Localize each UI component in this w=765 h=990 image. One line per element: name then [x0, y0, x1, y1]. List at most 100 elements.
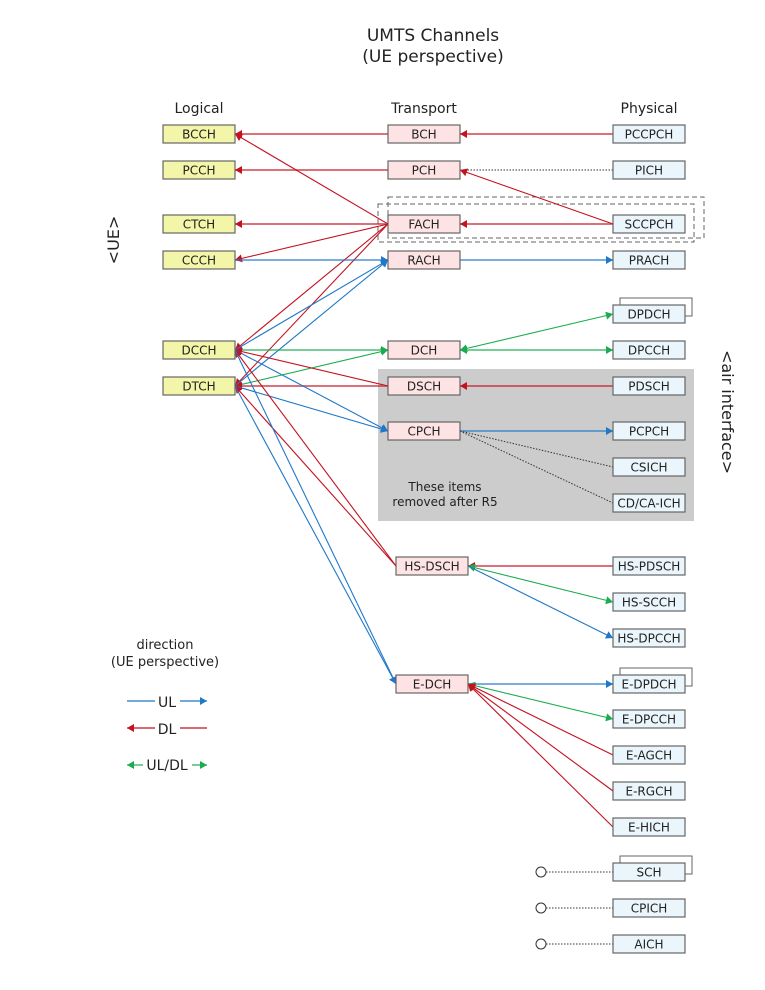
transport-channel-box-rach	[387, 250, 461, 270]
edge-fach-to-bcch	[234, 133, 389, 225]
logical-channel-label: DTCH	[182, 380, 215, 394]
arrowhead-icon	[235, 254, 243, 263]
legend-dl-arrow-icon	[127, 724, 134, 732]
physical-channel-label: DPDCH	[627, 308, 670, 322]
logical-channel-label: BCCH	[182, 128, 216, 142]
arrowhead-icon	[235, 350, 243, 359]
ue-side-label: <UE>	[104, 216, 123, 265]
arrowhead-icon	[605, 713, 613, 722]
open-endpoint-icon	[535, 938, 547, 950]
legend-uldl-arrow-icon	[200, 761, 207, 769]
arrowhead-icon	[468, 684, 476, 692]
arrowhead-icon	[606, 346, 613, 354]
logical-channel-label: DCCH	[181, 344, 216, 358]
edge-sccpch-to-pch	[459, 169, 614, 225]
physical-channel-label: CPICH	[631, 902, 668, 916]
physical-channel-box-dpdch	[612, 304, 686, 324]
physical-channel-label: PICH	[635, 164, 663, 178]
physical-channel-label: HS-DPCCH	[617, 632, 680, 646]
physical-channel-box-e-hich	[612, 817, 686, 837]
edge-hs-dsch-to-dcch	[234, 349, 397, 567]
physical-channel-box-prach	[612, 250, 686, 270]
physical-channel-label: SCCPCH	[624, 218, 673, 232]
arrowhead-icon	[605, 311, 613, 320]
edge-dtch-to-e-dch	[234, 385, 397, 685]
physical-channel-box-e-dpcch	[612, 709, 686, 729]
removed-note-line2: removed after R5	[392, 495, 497, 509]
physical-channel-label: HS-SCCH	[622, 596, 676, 610]
arrowhead-icon	[380, 260, 388, 268]
removed-note-line1: These items	[407, 480, 481, 494]
physical-channel-box-e-dpdch	[612, 674, 686, 694]
physical-channel-label: AICH	[634, 938, 663, 952]
physical-channel-label: PDSCH	[628, 380, 670, 394]
arrowhead-icon	[604, 631, 613, 639]
physical-channel-box-e-agch	[612, 745, 686, 765]
edge-cpch-to-cd-ca-ich	[459, 430, 614, 504]
edge-dcch-to-cpch	[234, 349, 389, 432]
physical-channel-box-hs-pdsch	[612, 556, 686, 576]
physical-channel-box-hs-scch	[612, 592, 686, 612]
logical-channel-box-pcch	[162, 160, 236, 180]
arrowhead-icon	[606, 427, 613, 435]
physical-channel-box-csich	[612, 457, 686, 477]
transport-channel-label: RACH	[407, 254, 440, 268]
transport-channel-label: E-DCH	[413, 678, 452, 692]
edge-dtch-to-cpch	[234, 385, 389, 432]
open-endpoint-icon	[535, 902, 547, 914]
legend-dl-label: DL	[158, 722, 177, 738]
physical-channel-box-pccpch	[612, 124, 686, 144]
physical-channel-label: E-DPCCH	[622, 713, 676, 727]
edge-dcch-to-e-dch	[234, 349, 397, 685]
transport-channel-box-e-dch	[395, 674, 469, 694]
header-physical: Physical	[621, 101, 678, 117]
physical-channel-box-hs-dpcch	[612, 628, 686, 648]
physical-channel-box-dpcch	[612, 340, 686, 360]
physical-channel-box-cd-ca-ich	[612, 493, 686, 513]
open-endpoint-icon	[535, 866, 547, 878]
transport-channel-box-cpch	[387, 421, 461, 441]
physical-channel-box-pcpch	[612, 421, 686, 441]
edge-e-agch-to-e-dch	[467, 683, 614, 756]
legend-ul-label: UL	[158, 695, 176, 711]
edge-cpch-to-csich	[459, 430, 614, 468]
edge-dcch-to-rach	[234, 259, 389, 351]
transport-channel-box-pch	[387, 160, 461, 180]
physical-channel-label: PRACH	[629, 254, 670, 268]
physical-channel-label: CD/CA-ICH	[617, 497, 680, 511]
arrowhead-icon	[235, 166, 242, 174]
logical-channel-box-ccch	[162, 250, 236, 270]
physical-channel-label: E-RGCH	[626, 785, 673, 799]
logical-channel-box-ctch	[162, 214, 236, 234]
transport-channel-label: PCH	[412, 164, 437, 178]
physical-channel-box-cpich	[612, 898, 686, 918]
legend-ul-arrow-icon	[200, 697, 207, 705]
legend-uldl-label: UL/DL	[146, 758, 188, 774]
arrowhead-icon	[380, 347, 388, 356]
physical-channel-label: E-DPDCH	[621, 678, 676, 692]
logical-channel-label: CTCH	[183, 218, 215, 232]
header-logical: Logical	[174, 101, 223, 117]
edge-dsch-to-dcch	[234, 349, 389, 387]
edge-e-hich-to-e-dch	[467, 683, 614, 828]
edge-dtch-to-rach	[234, 259, 389, 387]
node-layer: BCCH PCCH CTCH CCCH DCCH DTCH BCH PCH FACH RACH DC…	[162, 124, 693, 954]
physical-channel-label: SCH	[636, 866, 661, 880]
transport-channel-box-dsch	[387, 376, 461, 396]
arrowhead-icon	[235, 386, 243, 394]
logical-channel-box-bcch	[162, 124, 236, 144]
arrowhead-icon	[460, 168, 468, 177]
physical-channel-label: DPCCH	[628, 344, 670, 358]
transport-channel-label: CPCH	[407, 425, 440, 439]
edge-hs-dsch-to-dtch	[234, 385, 397, 567]
legend-title: direction	[137, 638, 194, 653]
arrowhead-icon	[460, 130, 467, 138]
physical-channel-label: E-HICH	[628, 821, 670, 835]
diagram-title: UMTS Channels	[367, 26, 499, 46]
legend: direction (UE perspective) UL DL UL/DL	[111, 638, 219, 774]
edge-fach-to-ccch	[234, 223, 389, 261]
transport-channel-label: BCH	[411, 128, 436, 142]
header-transport: Transport	[390, 101, 457, 117]
edge-e-dch-to-e-dpcch	[467, 683, 614, 720]
edge-layer	[234, 130, 614, 950]
